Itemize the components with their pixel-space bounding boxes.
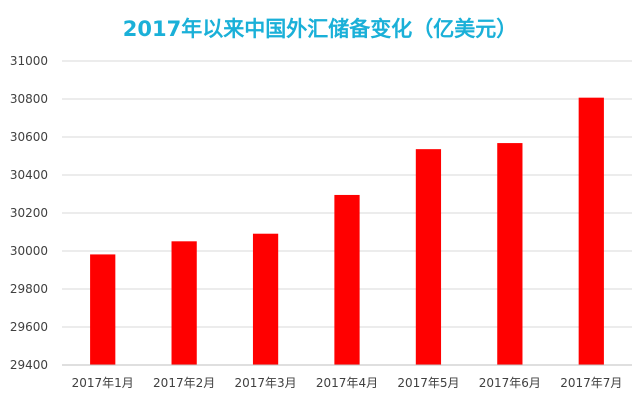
bar — [497, 143, 523, 365]
x-tick-label: 2017年6月 — [479, 376, 541, 390]
chart-title: 2017年以来中国外汇储备变化（亿美元） — [123, 17, 517, 41]
x-axis-ticks: 2017年1月 2017年2月 2017年3月 2017年4月 2017年5月 2017年… — [72, 376, 623, 390]
bar — [90, 254, 116, 365]
x-tick-label: 2017年2月 — [153, 376, 215, 390]
y-tick-label: 30600 — [10, 130, 48, 144]
y-tick-label: 29600 — [10, 320, 48, 334]
y-tick-label: 30400 — [10, 168, 48, 182]
y-tick-label: 29400 — [10, 358, 48, 372]
bar — [252, 233, 279, 365]
bars — [90, 97, 604, 366]
y-tick-label: 30800 — [10, 92, 48, 106]
x-tick-label: 2017年1月 — [72, 376, 134, 390]
bar — [415, 149, 442, 365]
x-tick-label: 2017年7月 — [560, 376, 622, 390]
bar — [171, 241, 197, 365]
y-tick-label: 29800 — [10, 282, 48, 296]
x-tick-label: 2017年3月 — [234, 376, 296, 390]
bar — [334, 194, 360, 365]
y-tick-label: 31000 — [10, 54, 48, 68]
x-tick-label: 2017年5月 — [397, 376, 459, 390]
y-tick-label: 30200 — [10, 206, 48, 220]
bar — [578, 97, 604, 366]
y-tick-label: 30000 — [10, 244, 48, 258]
x-tick-label: 2017年4月 — [316, 376, 378, 390]
y-axis-ticks: 29400 29600 29800 30000 30200 30400 30600 30800… — [10, 54, 48, 372]
